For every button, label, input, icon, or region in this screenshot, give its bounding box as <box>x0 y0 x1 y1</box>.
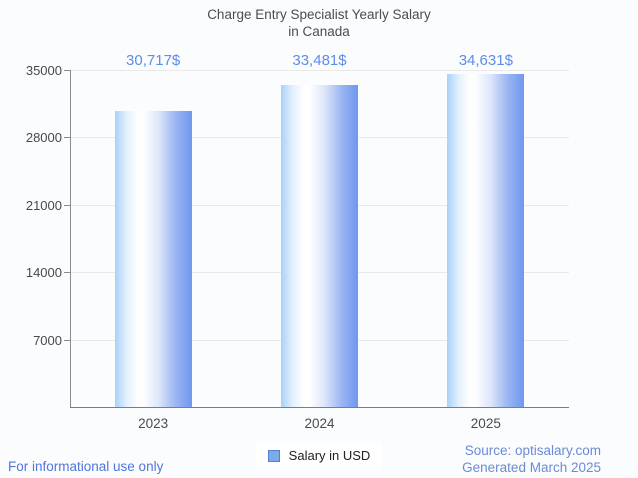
legend-swatch-icon <box>267 450 280 462</box>
chart-title: Charge Entry Specialist Yearly Salary in… <box>0 6 638 40</box>
chart-title-line1: Charge Entry Specialist Yearly Salary <box>207 7 431 22</box>
y-axis-tick-label: 28000 <box>25 130 62 146</box>
x-axis-line <box>70 407 569 408</box>
y-axis-tick-label: 7000 <box>33 332 62 348</box>
y-axis-tick <box>64 70 70 71</box>
chart-legend: Salary in USD <box>0 443 638 469</box>
y-axis-tick <box>64 137 70 139</box>
legend-box: Salary in USD <box>255 443 383 469</box>
x-axis-category-label: 2024 <box>304 416 335 431</box>
y-axis-tick <box>64 339 70 341</box>
bar-value-label: 30,717$ <box>126 52 181 69</box>
bar <box>447 73 525 407</box>
bar-value-label: 34,631$ <box>458 52 513 69</box>
generated-date: Generated March 2025 <box>462 460 601 475</box>
informational-note: For informational use only <box>8 459 164 474</box>
y-axis-tick-label: 21000 <box>25 197 62 213</box>
x-axis-category-label: 2023 <box>138 416 169 431</box>
source-attribution: Source: optisalary.com Generated March 2… <box>462 442 601 476</box>
y-axis-tick <box>64 272 70 274</box>
bar <box>281 84 358 407</box>
y-axis-tick-label: 35000 <box>25 63 62 78</box>
source-line: Source: optisalary.com <box>464 443 601 458</box>
y-axis-tick <box>64 204 70 206</box>
bar-value-label: 33,481$ <box>292 52 347 69</box>
bar <box>114 111 192 407</box>
legend-label: Salary in USD <box>288 448 371 463</box>
gridline <box>70 70 569 71</box>
y-axis-line <box>70 70 71 407</box>
x-axis-category-label: 2025 <box>470 416 501 431</box>
chart-title-line2: in Canada <box>288 24 350 39</box>
y-axis-tick-label: 14000 <box>25 265 62 281</box>
